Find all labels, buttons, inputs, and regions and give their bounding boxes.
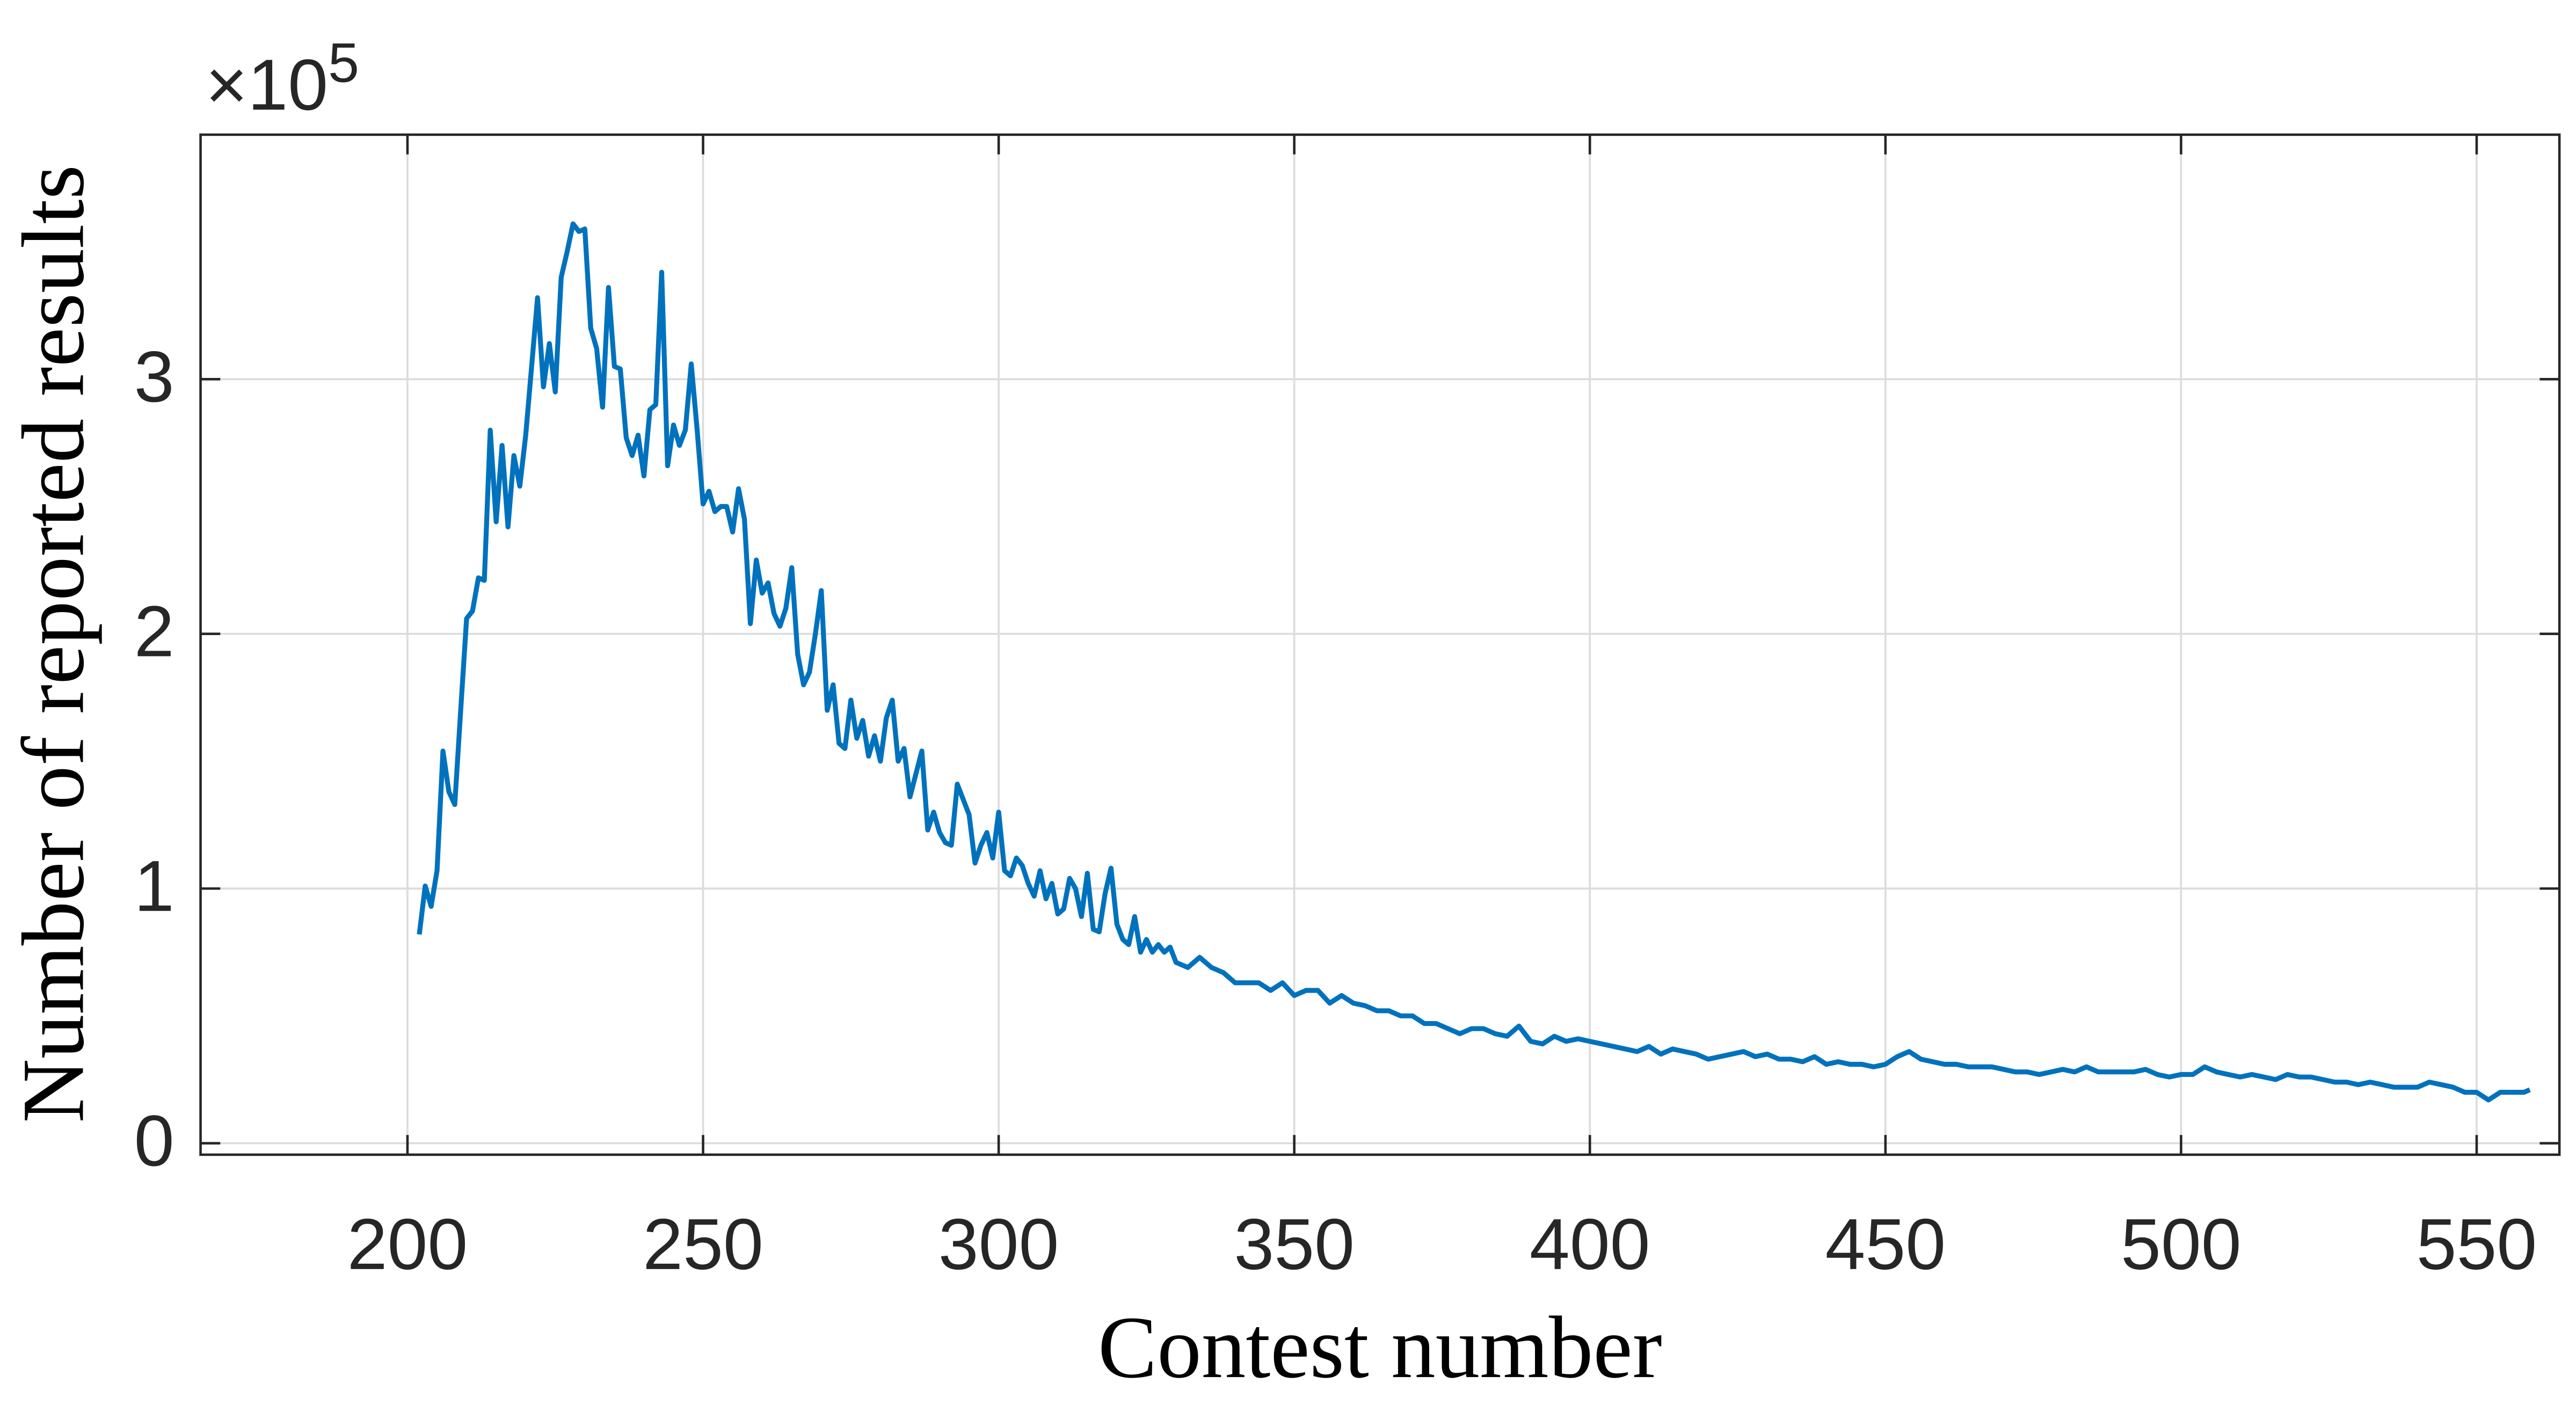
data-line [417, 221, 2531, 1103]
x-tick-label: 450 [1825, 1204, 1946, 1285]
plot-frame [199, 133, 2561, 1156]
y-tick-label: 0 [134, 1100, 174, 1181]
x-axis-label: Contest number [1098, 1298, 1662, 1396]
x-tick-label: 550 [2417, 1204, 2537, 1285]
y-multiplier: ×105 [206, 32, 359, 125]
y-axis-label: Number of reported results [4, 165, 102, 1123]
x-tick-label: 300 [938, 1204, 1059, 1285]
y-tick-label: 3 [134, 336, 174, 417]
y-tick-label: 2 [134, 591, 174, 672]
x-tick-label: 500 [2121, 1204, 2242, 1285]
y-tick-label: 1 [134, 846, 174, 927]
x-tick-label: 350 [1234, 1204, 1355, 1285]
x-tick-label: 250 [643, 1204, 763, 1285]
x-tick-label: 400 [1530, 1204, 1650, 1285]
x-tick-label: 200 [347, 1204, 468, 1285]
